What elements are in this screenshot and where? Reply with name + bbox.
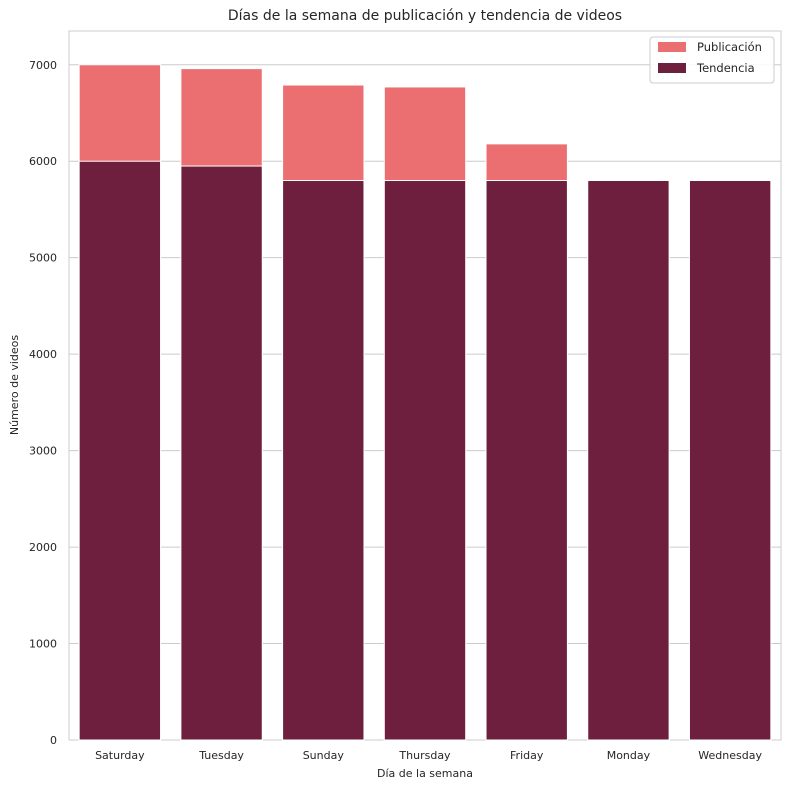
legend-label-tendencia: Tendencia bbox=[696, 61, 755, 75]
bar-tendencia-sunday bbox=[282, 180, 365, 741]
y-tick-label: 5000 bbox=[29, 252, 57, 265]
x-tick-label: Monday bbox=[607, 749, 651, 762]
y-tick-label: 7000 bbox=[29, 59, 57, 72]
bar-tendencia-friday bbox=[485, 180, 568, 741]
bar-tendencia-wednesday bbox=[688, 180, 772, 741]
x-tick-label: Friday bbox=[510, 749, 544, 762]
y-tick-label: 4000 bbox=[29, 348, 57, 361]
y-tick-label: 2000 bbox=[29, 541, 57, 554]
y-tick-label: 6000 bbox=[29, 155, 57, 168]
legend: Publicación Tendencia bbox=[649, 36, 775, 84]
x-tick-label: Tuesday bbox=[198, 749, 244, 762]
bar-tendencia-saturday bbox=[78, 160, 162, 741]
bar-tendencia-thursday bbox=[383, 180, 467, 741]
y-axis-ticks: 0 1000 2000 3000 4000 5000 6000 7000 bbox=[29, 59, 57, 747]
x-tick-label: Sunday bbox=[303, 749, 345, 762]
legend-swatch-tendencia bbox=[658, 63, 686, 73]
x-tick-label: Wednesday bbox=[698, 749, 762, 762]
x-axis-ticks: Saturday Tuesday Sunday Thursday Friday Monda… bbox=[95, 749, 762, 762]
legend-label-publicacion: Publicación bbox=[697, 40, 762, 54]
bar-tendencia-monday bbox=[587, 180, 670, 741]
y-axis-label: Número de videos bbox=[8, 335, 21, 435]
x-tick-label: Saturday bbox=[95, 749, 145, 762]
x-tick-label: Thursday bbox=[398, 749, 451, 762]
x-axis-label: Día de la semana bbox=[377, 767, 473, 780]
legend-swatch-publicacion bbox=[658, 42, 686, 52]
bar-tendencia-tuesday bbox=[180, 165, 263, 741]
y-tick-label: 3000 bbox=[29, 445, 57, 458]
bars bbox=[78, 64, 772, 741]
chart-title: Días de la semana de publicación y tende… bbox=[228, 8, 622, 24]
y-tick-label: 0 bbox=[50, 734, 57, 747]
y-tick-label: 1000 bbox=[29, 638, 57, 651]
